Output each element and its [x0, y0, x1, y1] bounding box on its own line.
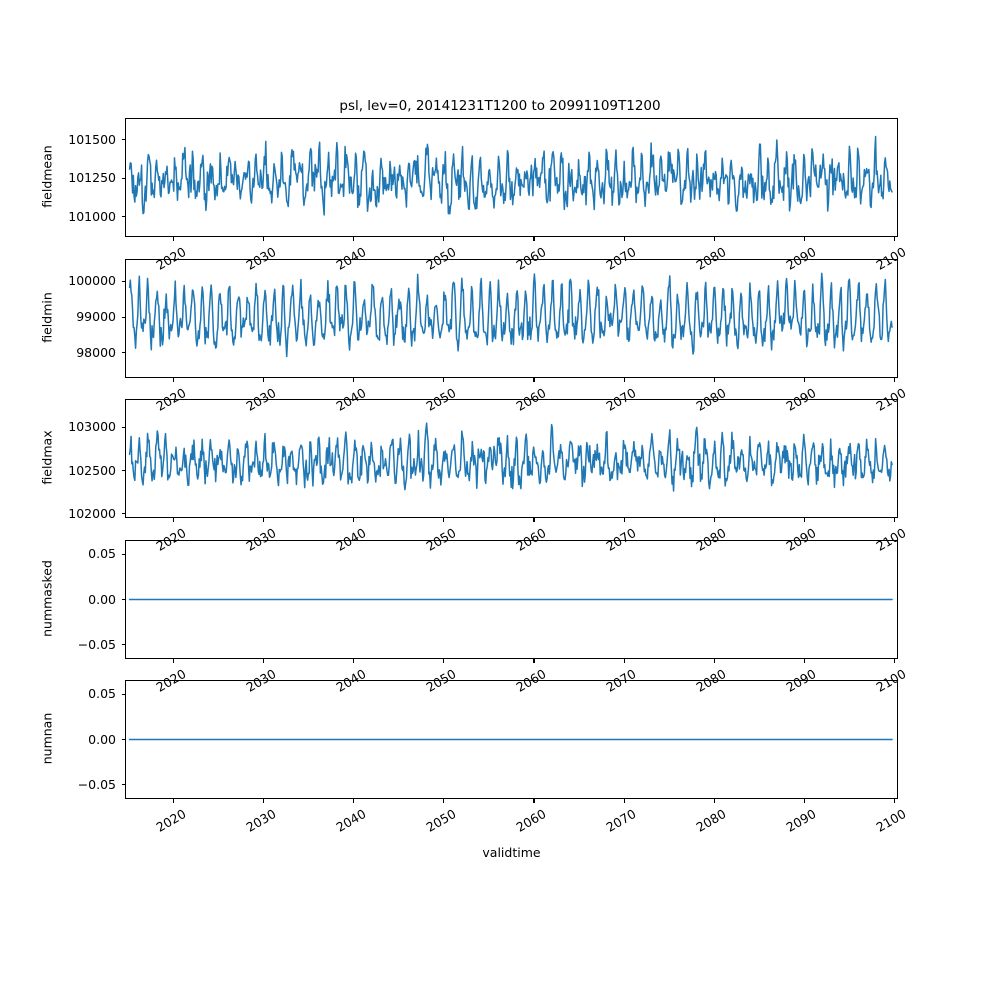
- figure-title: psl, lev=0, 20141231T1200 to 20991109T12…: [339, 98, 661, 114]
- x-tick-mark: [803, 237, 805, 241]
- x-tick-mark: [533, 518, 535, 522]
- x-tick-mark: [263, 518, 265, 522]
- x-tick-mark: [713, 659, 715, 663]
- x-tick-mark: [713, 518, 715, 522]
- x-tick-mark: [623, 659, 625, 663]
- x-tick-label: 2090: [783, 806, 819, 835]
- subplot-fieldmean: [125, 118, 898, 237]
- x-tick-label: 2030: [243, 806, 279, 835]
- x-tick-mark: [263, 799, 265, 803]
- y-tick-mark: [121, 177, 125, 179]
- x-tick-mark: [533, 378, 535, 382]
- y-tick-label: 102500: [68, 462, 116, 478]
- data-line-fieldmean: [130, 137, 892, 215]
- x-tick-mark: [533, 237, 535, 241]
- y-tick-mark: [121, 784, 125, 786]
- x-tick-mark: [623, 378, 625, 382]
- y-tick-mark: [121, 470, 125, 472]
- y-tick-label: 0.00: [88, 731, 116, 747]
- y-tick-label: 101500: [68, 131, 116, 147]
- y-tick-label: −0.05: [77, 636, 116, 652]
- x-tick-mark: [173, 518, 175, 522]
- x-tick-mark: [623, 799, 625, 803]
- plot-area-numnan: [126, 681, 897, 798]
- x-tick-mark: [353, 237, 355, 241]
- x-tick-mark: [893, 378, 895, 382]
- y-tick-label: 98000: [76, 344, 116, 360]
- x-tick-mark: [443, 659, 445, 663]
- x-tick-mark: [893, 799, 895, 803]
- y-tick-mark: [121, 426, 125, 428]
- y-tick-label: 99000: [76, 309, 116, 325]
- plot-area-fieldmax: [126, 400, 897, 517]
- x-tick-mark: [263, 659, 265, 663]
- plot-area-fieldmin: [126, 260, 897, 377]
- y-tick-label: 102000: [68, 505, 116, 521]
- x-tick-mark: [173, 237, 175, 241]
- y-axis-label-fieldmax: fieldmax: [39, 429, 55, 485]
- x-tick-mark: [263, 378, 265, 382]
- x-tick-mark: [443, 518, 445, 522]
- y-tick-mark: [121, 738, 125, 741]
- subplot-numnan: [125, 680, 898, 799]
- x-tick-mark: [533, 659, 535, 663]
- x-tick-mark: [443, 799, 445, 803]
- x-tick-mark: [623, 518, 625, 522]
- x-tick-mark: [803, 518, 805, 522]
- y-tick-label: 0.05: [88, 546, 116, 562]
- y-tick-label: 101250: [68, 170, 116, 186]
- subplot-nummasked: [125, 540, 898, 659]
- y-tick-mark: [121, 553, 125, 555]
- plot-area-nummasked: [126, 541, 897, 658]
- x-tick-mark: [533, 799, 535, 803]
- x-tick-mark: [173, 659, 175, 663]
- y-tick-label: 101000: [68, 208, 116, 224]
- y-tick-label: 0.00: [88, 591, 116, 607]
- y-tick-mark: [121, 216, 125, 218]
- x-tick-mark: [173, 378, 175, 382]
- y-tick-mark: [121, 513, 125, 515]
- subplot-fieldmin: [125, 259, 898, 378]
- y-tick-mark: [121, 644, 125, 646]
- x-tick-mark: [893, 237, 895, 241]
- x-tick-label: 2100: [873, 806, 909, 835]
- x-tick-mark: [353, 659, 355, 663]
- x-tick-mark: [353, 518, 355, 522]
- x-tick-mark: [623, 237, 625, 241]
- x-tick-mark: [713, 378, 715, 382]
- x-tick-mark: [353, 799, 355, 803]
- x-tick-label: 2040: [333, 806, 369, 835]
- x-tick-mark: [803, 659, 805, 663]
- x-tick-mark: [713, 799, 715, 803]
- x-tick-label: 2020: [153, 806, 189, 835]
- y-tick-mark: [121, 352, 125, 354]
- y-tick-mark: [121, 280, 125, 282]
- y-tick-mark: [121, 316, 125, 318]
- y-tick-mark: [121, 693, 125, 695]
- x-tick-label: 2080: [693, 806, 729, 835]
- x-tick-mark: [443, 378, 445, 382]
- y-tick-label: −0.05: [77, 776, 116, 792]
- plot-area-fieldmean: [126, 119, 897, 236]
- y-tick-label: 0.05: [88, 686, 116, 702]
- x-tick-mark: [443, 237, 445, 241]
- x-tick-mark: [893, 659, 895, 663]
- x-axis-label: validtime: [482, 845, 541, 860]
- x-tick-mark: [353, 378, 355, 382]
- x-tick-mark: [713, 237, 715, 241]
- y-tick-mark: [121, 598, 125, 601]
- subplot-fieldmax: [125, 399, 898, 518]
- x-tick-mark: [803, 378, 805, 382]
- x-tick-mark: [893, 518, 895, 522]
- x-tick-mark: [173, 799, 175, 803]
- y-tick-mark: [121, 139, 125, 141]
- data-line-fieldmax: [130, 423, 892, 491]
- y-tick-label: 103000: [68, 419, 116, 435]
- data-line-fieldmin: [130, 273, 892, 356]
- y-tick-label: 100000: [68, 273, 116, 289]
- x-tick-mark: [263, 237, 265, 241]
- x-tick-mark: [803, 799, 805, 803]
